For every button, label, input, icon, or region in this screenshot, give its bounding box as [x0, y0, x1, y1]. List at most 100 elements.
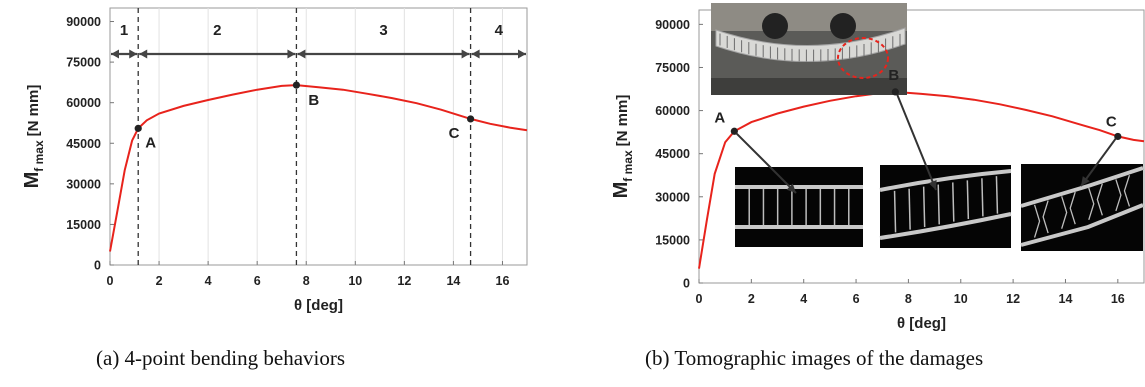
tomography-cell-wall: [1088, 187, 1095, 220]
x-axis-label: θ [deg]: [294, 297, 343, 314]
y-tick-label: 75000: [655, 61, 690, 75]
x-axis-label: θ [deg]: [897, 315, 946, 332]
y-axis-label-subscript: f max: [32, 140, 46, 172]
x-tick-label: 10: [348, 274, 362, 288]
x-tick-label: 4: [205, 274, 212, 288]
pointer-arrow-B-head: [928, 180, 937, 190]
y-tick-label: 45000: [655, 147, 690, 161]
pointer-arrow-C-head: [1081, 176, 1090, 186]
y-axis-label: Mf max [N mm]: [610, 95, 635, 199]
tomography-skin-top: [879, 169, 1012, 192]
point-marker: [1114, 132, 1122, 141]
x-tick-label: 6: [853, 292, 860, 306]
caption-a: (a) 4-point bending behaviors: [96, 346, 346, 370]
plot-area: [109, 7, 528, 266]
y-axis-label-symbol: M: [610, 182, 632, 199]
x-tick-label: 2: [748, 292, 755, 306]
tomography-cell-wall: [995, 176, 999, 214]
region-arrowhead-right: [518, 49, 526, 59]
tomography-skin-top: [1020, 166, 1144, 208]
tomography-cell-wall: [922, 186, 926, 228]
region-label: 1: [120, 22, 128, 39]
tomography-skin-bottom: [879, 212, 1012, 240]
caption-b: (b) Tomographic images of the damages: [645, 346, 984, 370]
y-tick-label: 30000: [655, 190, 690, 204]
region-arrowhead-right: [461, 49, 470, 59]
point-label: A: [145, 134, 156, 151]
point-label: C: [1106, 113, 1117, 130]
pointer-arrow-B: [896, 94, 937, 191]
tomography-cell-wall: [1115, 179, 1122, 212]
tomography-cell-wall: [908, 188, 911, 230]
y-tick-label: 60000: [66, 96, 101, 110]
y-axis-label-unit: [N mm]: [25, 85, 42, 137]
tomography-slice-B: [879, 165, 1012, 248]
tomography-skin-top: [735, 185, 863, 189]
y-axis-label-unit: [N mm]: [614, 95, 631, 147]
point-label: B: [308, 92, 319, 109]
y-tick-label: 90000: [655, 18, 690, 32]
region-arrowhead-left: [111, 49, 119, 59]
photo-roller-right: [830, 13, 856, 39]
tomography-cell-wall: [1096, 183, 1103, 216]
x-tick-label: 8: [905, 292, 912, 306]
chart-a: 0 2 4 6 8 10 12 14 16015000300004500060000750009…: [21, 7, 528, 314]
region-arrowhead-left: [471, 49, 480, 59]
point-label: B: [888, 67, 899, 84]
tomography-slice-A: [735, 167, 863, 247]
pointer-arrow-A-head: [786, 183, 796, 193]
tomography-skin-bottom: [735, 225, 863, 229]
point-marker: [134, 124, 142, 132]
x-tick-label: 0: [107, 274, 114, 288]
y-tick-label: 0: [94, 259, 101, 273]
y-tick-label: 0: [683, 277, 690, 291]
photo-roller-left: [762, 13, 788, 39]
tomography-frame: [1021, 164, 1143, 251]
point-marker: [292, 81, 301, 89]
region-label: 4: [495, 22, 504, 39]
tomography-cell-wall: [1042, 200, 1049, 234]
tomography-cell-wall: [1123, 175, 1131, 207]
x-tick-label: 8: [303, 274, 310, 288]
tomography-cell-wall: [981, 178, 984, 217]
point-marker: [891, 88, 899, 96]
region-arrowhead-right: [287, 49, 296, 59]
region-arrowhead-right: [129, 49, 138, 59]
x-tick-label: 4: [800, 292, 807, 306]
y-tick-label: 30000: [66, 177, 101, 191]
tomography-cell-wall: [893, 190, 897, 233]
x-tick-label: 6: [254, 274, 261, 288]
tomography-cell-wall: [952, 182, 955, 222]
tomography-cell-wall: [1061, 196, 1068, 229]
tomography-cell-wall: [1069, 191, 1076, 225]
x-tick-label: 10: [954, 292, 968, 306]
x-tick-label: 14: [446, 274, 460, 288]
point-marker: [730, 127, 738, 135]
pointer-arrow-A: [735, 132, 797, 194]
tomography-cell-wall: [937, 184, 940, 225]
tomography-cell-wall: [966, 180, 970, 220]
y-tick-label: 45000: [66, 137, 101, 151]
y-tick-label: 15000: [655, 233, 690, 247]
tomography-skin-bottom: [1020, 203, 1144, 247]
x-tick-label: 14: [1059, 292, 1073, 306]
y-axis-label-symbol: M: [21, 172, 43, 189]
photo-upper-area: [711, 3, 907, 31]
y-tick-label: 75000: [66, 56, 101, 70]
y-tick-label: 15000: [66, 218, 101, 232]
region-arrowhead-left: [139, 49, 148, 59]
y-axis-label: Mf max [N mm]: [21, 85, 46, 189]
chart-b: 0 2 4 6 8 10 12 14 16 0 15000 30000 45000 60000 75000 9…: [610, 3, 1145, 332]
x-tick-label: 12: [1006, 292, 1020, 306]
y-axis-label-subscript: f max: [621, 150, 635, 182]
x-tick-label: 16: [496, 274, 510, 288]
photo-base: [711, 78, 907, 95]
x-tick-label: 2: [156, 274, 163, 288]
point-marker: [466, 115, 475, 123]
x-tick-label: 12: [397, 274, 411, 288]
region-arrowhead-left: [297, 49, 306, 59]
photo-4-point-bending-test: [711, 3, 907, 95]
region-label: 3: [379, 22, 387, 39]
series-line: [109, 84, 528, 252]
point-label: C: [449, 125, 460, 142]
